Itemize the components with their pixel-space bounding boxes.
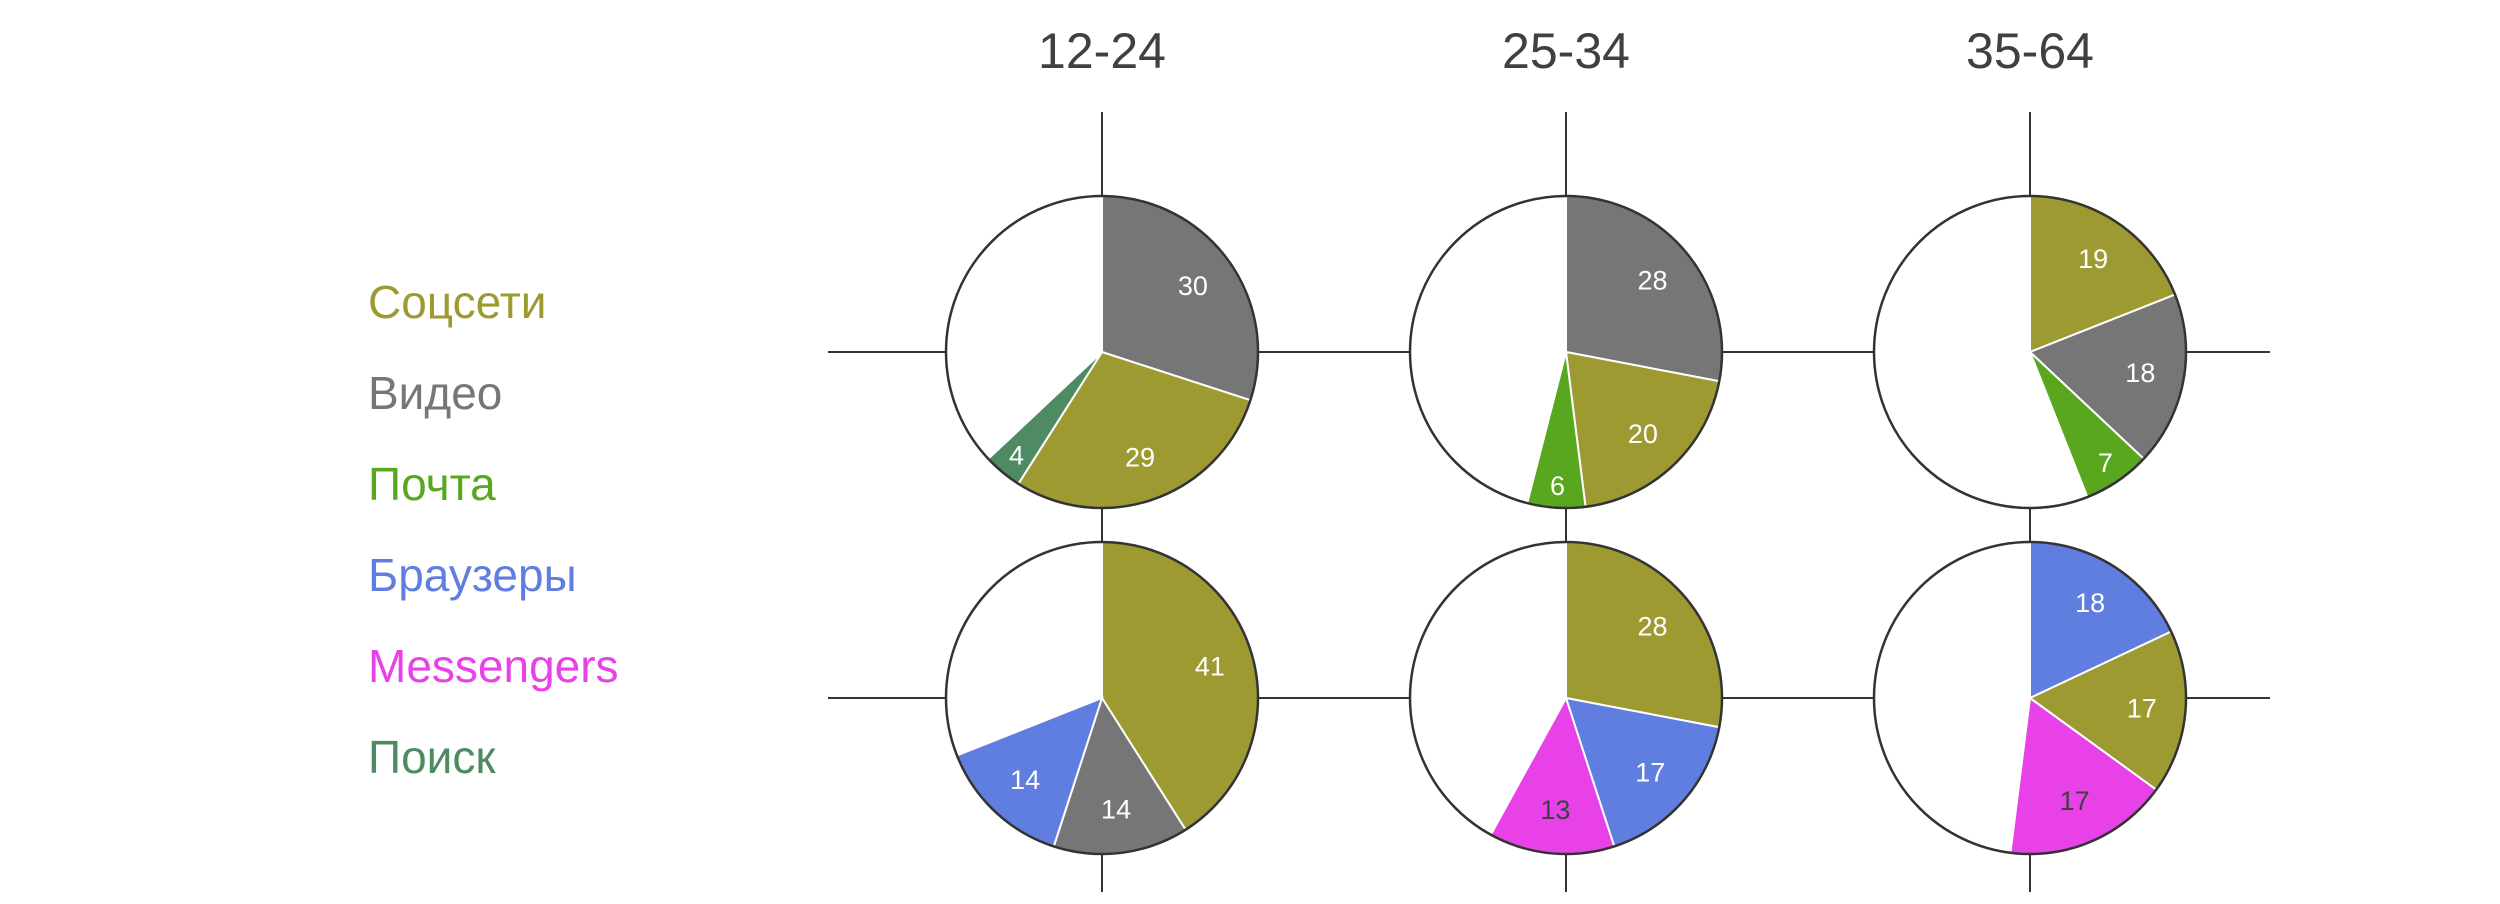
legend-item-mail: Почта xyxy=(368,458,496,510)
pie-slice-label: 30 xyxy=(1178,271,1208,301)
group-title-35-64: 35-64 xyxy=(1966,23,2094,79)
pie-slice-label: 14 xyxy=(1101,794,1131,824)
pie-slice-label: 41 xyxy=(1195,652,1225,682)
pie-slice-label: 19 xyxy=(2078,244,2108,274)
pie-outline xyxy=(944,194,1260,510)
pie-slice-label: 20 xyxy=(1628,419,1658,449)
pie-slice-label: 4 xyxy=(1009,440,1024,470)
pie-25-34-row-1: 28 20 6 xyxy=(1408,194,1724,510)
pie-outline xyxy=(1872,194,2188,510)
pie-outline xyxy=(1408,194,1724,510)
pie-slice-label: 17 xyxy=(1635,757,1665,787)
group-titles: 12-24 25-34 35-64 xyxy=(1038,23,2094,79)
pie-35-64-row-2: 18 17 17 xyxy=(1872,540,2188,856)
pie-slice-label: 28 xyxy=(1638,611,1668,641)
group-title-12-24: 12-24 xyxy=(1038,23,1166,79)
pie-outline xyxy=(1408,540,1724,856)
pie-slice-label: 18 xyxy=(2125,358,2155,388)
pie-slice-label: 7 xyxy=(2098,448,2113,478)
pie-35-64-row-1: 19 18 7 xyxy=(1872,194,2188,510)
pies: 30 29 4 28 20 6 19 18 7 41 14 14 28 17 13 18 17 17 xyxy=(944,194,2188,856)
legend-item-messengers: Messengers xyxy=(368,640,619,692)
pie-12-24-row-2: 41 14 14 xyxy=(944,540,1260,856)
pie-12-24-row-1: 30 29 4 xyxy=(944,194,1260,510)
legend-item-socials: Соцсети xyxy=(368,276,546,328)
pie-slice-label: 13 xyxy=(1540,795,1570,825)
legend-item-search: Поиск xyxy=(368,731,496,783)
pie-slice-label: 17 xyxy=(2060,786,2090,816)
pie-slice-label: 14 xyxy=(1010,765,1040,795)
legend: Соцсети Видео Почта Браузеры Messengers Поиск xyxy=(368,276,619,783)
pie-outline xyxy=(1872,540,2188,856)
legend-item-browsers: Браузеры xyxy=(368,549,577,601)
group-title-25-34: 25-34 xyxy=(1502,23,1630,79)
pie-slice-label: 18 xyxy=(2075,588,2105,618)
pie-25-34-row-2: 28 17 13 xyxy=(1408,540,1724,856)
pie-slice-label: 17 xyxy=(2127,694,2157,724)
legend-item-video: Видео xyxy=(368,367,502,419)
pie-slice-label: 28 xyxy=(1638,265,1668,295)
pie-slice-label: 6 xyxy=(1550,471,1565,501)
pie-outline xyxy=(944,540,1260,856)
pie-slice-label: 29 xyxy=(1125,443,1155,473)
